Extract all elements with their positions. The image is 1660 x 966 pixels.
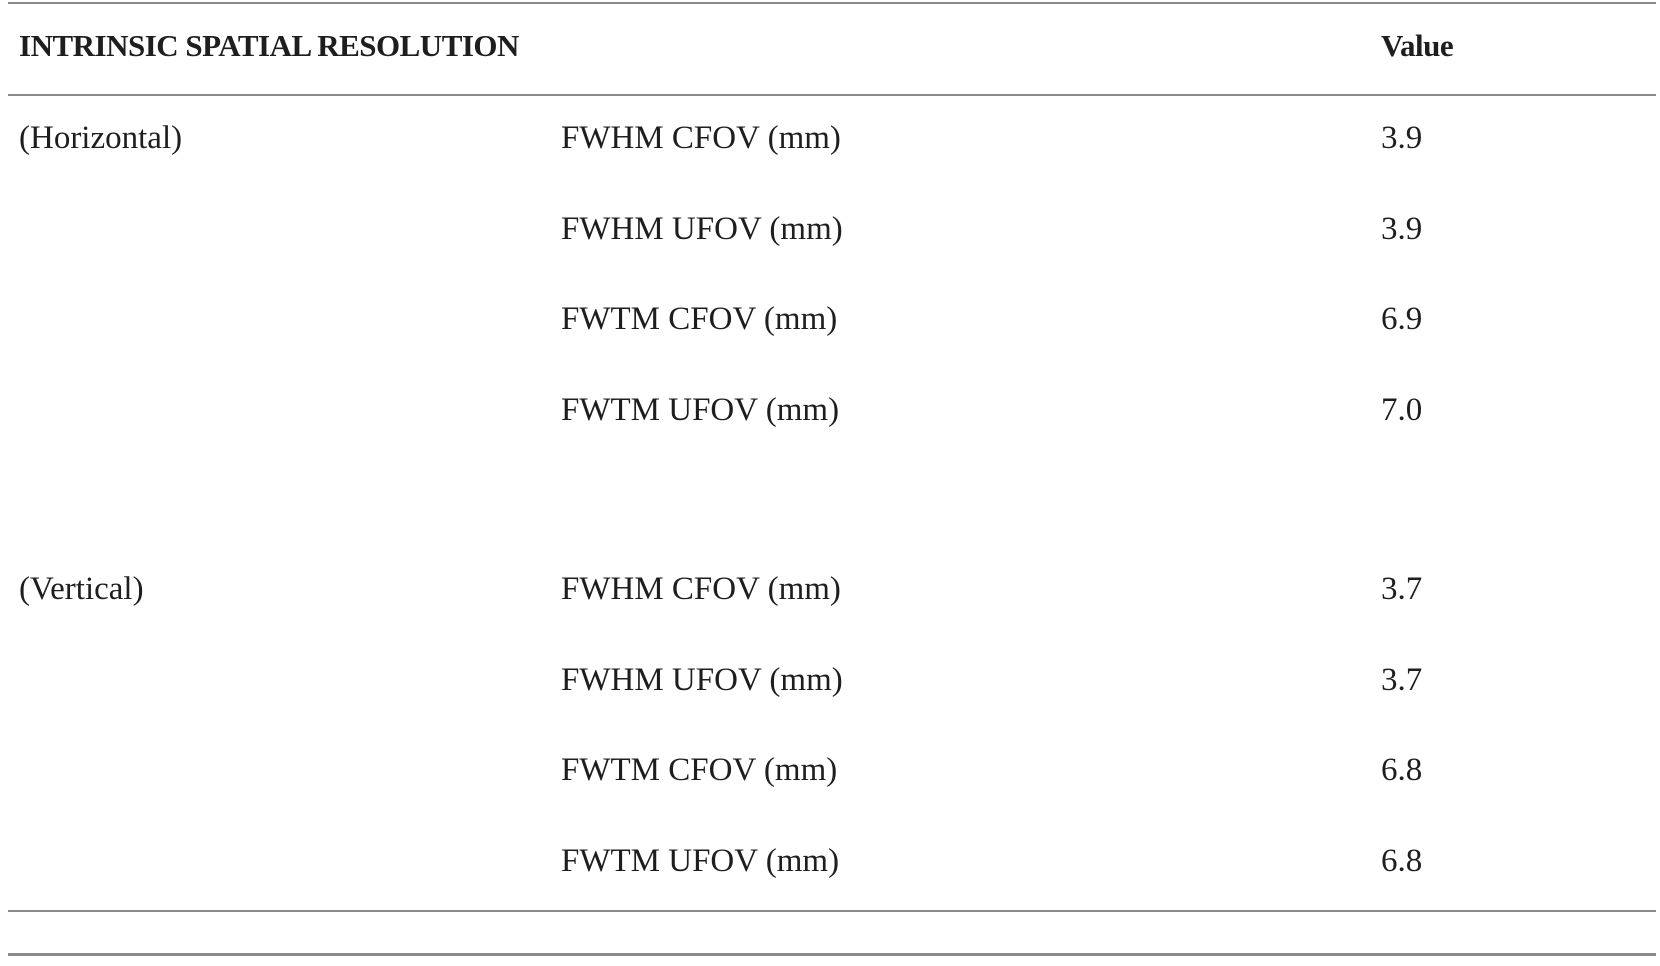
header-parameter: INTRINSIC SPATIAL RESOLUTION	[19, 28, 519, 63]
table-row-metric: FWTM CFOV (mm)	[561, 752, 838, 788]
table-row-value: 6.8	[1381, 843, 1423, 879]
table-row-metric: FWTM UFOV (mm)	[561, 392, 840, 428]
header-rule	[8, 94, 1656, 96]
table-row-value: 3.7	[1381, 571, 1423, 607]
table-row-metric: FWHM UFOV (mm)	[561, 211, 843, 247]
group-label-vertical: (Vertical)	[19, 571, 144, 607]
top-rule	[8, 2, 1656, 4]
table-row-value: 7.0	[1381, 392, 1423, 428]
table-row-metric: FWTM CFOV (mm)	[561, 301, 838, 337]
group-label-horizontal: (Horizontal)	[19, 120, 183, 156]
table-row-value: 6.8	[1381, 752, 1423, 788]
table-row-metric: FWTM UFOV (mm)	[561, 843, 840, 879]
table-row-metric: FWHM UFOV (mm)	[561, 662, 843, 698]
table-row-value: 6.9	[1381, 301, 1423, 337]
table-row-metric: FWHM CFOV (mm)	[561, 571, 841, 607]
table-row-value: 3.9	[1381, 211, 1423, 247]
table-row-value: 3.7	[1381, 662, 1423, 698]
footer-rule	[8, 953, 1656, 956]
header-value: Value	[1381, 28, 1454, 63]
table-row-value: 3.9	[1381, 120, 1423, 156]
bottom-rule	[8, 910, 1656, 912]
table-row-metric: FWHM CFOV (mm)	[561, 120, 841, 156]
